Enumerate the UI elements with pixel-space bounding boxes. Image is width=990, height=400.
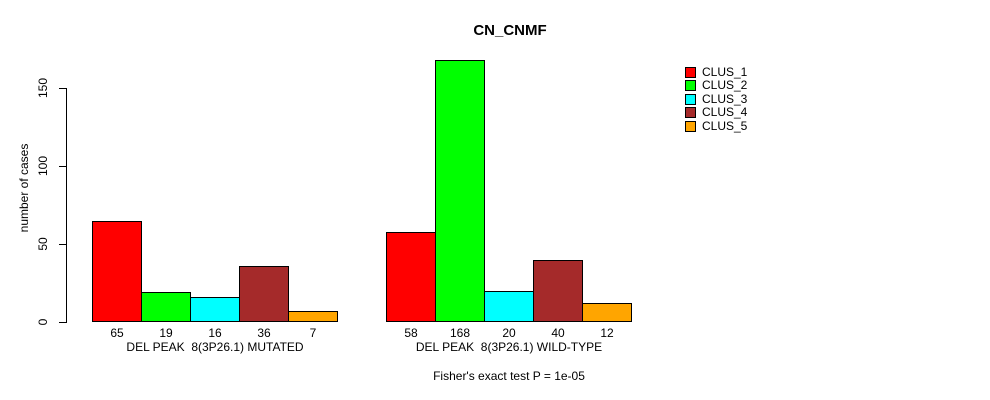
bar-value-label: 36 xyxy=(257,326,271,340)
legend-swatch-clus_3 xyxy=(685,93,696,105)
bar-clus_2-group2 xyxy=(435,60,485,322)
y-axis-tick xyxy=(59,322,66,323)
legend-item: CLUS_3 xyxy=(685,91,748,106)
legend-swatch-clus_5 xyxy=(685,120,696,132)
y-axis-tick xyxy=(59,244,66,245)
bar-clus_3-group2 xyxy=(484,291,534,322)
bar-clus_4-group1 xyxy=(239,266,289,322)
y-axis-label: number of cases xyxy=(17,143,31,233)
legend-label: CLUS_4 xyxy=(702,105,748,120)
bar-clus_1-group2 xyxy=(386,232,436,322)
legend-swatch-clus_1 xyxy=(685,67,696,78)
bar-clus_1-group1 xyxy=(92,221,142,322)
legend-item: CLUS_2 xyxy=(685,79,747,92)
chart-title: CN_CNMF xyxy=(473,22,547,39)
y-axis-line xyxy=(66,88,67,323)
legend-swatch-clus_2 xyxy=(685,80,696,92)
bar-value-label: 12 xyxy=(600,326,614,340)
y-axis-tick-label: 50 xyxy=(36,237,50,251)
bar-clus_2-group1 xyxy=(141,292,191,322)
legend-item: CLUS_1 xyxy=(685,66,747,79)
bar-value-label: 58 xyxy=(404,326,418,340)
bar-value-label: 7 xyxy=(309,326,317,340)
y-axis-tick-label: 150 xyxy=(36,77,50,99)
bar-value-label: 168 xyxy=(449,326,471,340)
y-axis-tick xyxy=(59,166,66,167)
bar-value-label: 16 xyxy=(208,326,222,340)
bar-value-label: 19 xyxy=(159,326,173,340)
legend-swatch-clus_4 xyxy=(685,107,696,119)
bar-clus_5-group1 xyxy=(288,311,338,322)
legend-label: CLUS_1 xyxy=(702,65,748,79)
fisher-test-annotation: Fisher's exact test P = 1e-05 xyxy=(433,369,585,383)
bar-value-label: 20 xyxy=(502,326,516,340)
bar-value-label: 65 xyxy=(110,326,124,340)
bar-clus_3-group1 xyxy=(190,297,240,322)
legend-item: CLUS_5 xyxy=(685,118,748,133)
bar-clus_5-group2 xyxy=(582,303,632,322)
x-group-label: DEL PEAK 8(3P26.1) WILD-TYPE xyxy=(415,340,603,354)
bar-clus_4-group2 xyxy=(533,260,583,322)
x-group-label: DEL PEAK 8(3P26.1) MUTATED xyxy=(126,340,304,354)
bar-value-label: 40 xyxy=(551,326,565,340)
legend-label: CLUS_2 xyxy=(702,78,748,93)
y-axis-tick-label: 0 xyxy=(36,318,50,326)
y-axis-tick-label: 100 xyxy=(36,155,50,177)
legend-label: CLUS_5 xyxy=(702,118,748,133)
legend-label: CLUS_3 xyxy=(702,91,748,106)
legend-item: CLUS_4 xyxy=(685,106,747,119)
y-axis-tick xyxy=(59,88,66,89)
